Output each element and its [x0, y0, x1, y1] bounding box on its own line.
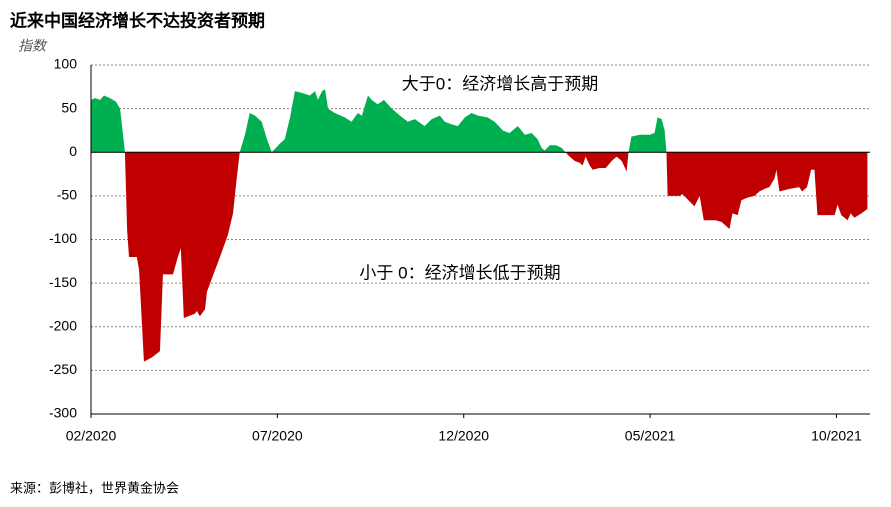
x-tick-label: 02/2020 — [66, 428, 117, 444]
area — [91, 89, 868, 362]
y-tick-label: -300 — [49, 405, 77, 421]
y-tick-label: -100 — [49, 230, 77, 246]
chart-title: 近来中国经济增长不达投资者预期 — [10, 10, 265, 30]
annotation: 大于0：经济增长高于预期 — [402, 74, 598, 93]
y-tick-label: 0 — [69, 143, 77, 159]
y-tick-label: -200 — [49, 317, 77, 333]
source: 来源：彭博社，世界黄金协会 — [10, 480, 179, 495]
y-tick-label: -150 — [49, 274, 77, 290]
x-tick-label: 10/2021 — [811, 428, 862, 444]
x-tick-label: 12/2020 — [438, 428, 489, 444]
y-tick-label: -50 — [57, 187, 77, 203]
y-tick-label: -250 — [49, 361, 77, 377]
x-tick-label: 07/2020 — [252, 428, 303, 444]
y-tick-label: 100 — [54, 56, 78, 72]
annotation: 小于 0：经济增长低于预期 — [359, 263, 560, 282]
y-tick-label: 50 — [61, 99, 77, 115]
x-tick-label: 05/2021 — [625, 428, 676, 444]
subtitle: 指数 — [18, 38, 48, 54]
